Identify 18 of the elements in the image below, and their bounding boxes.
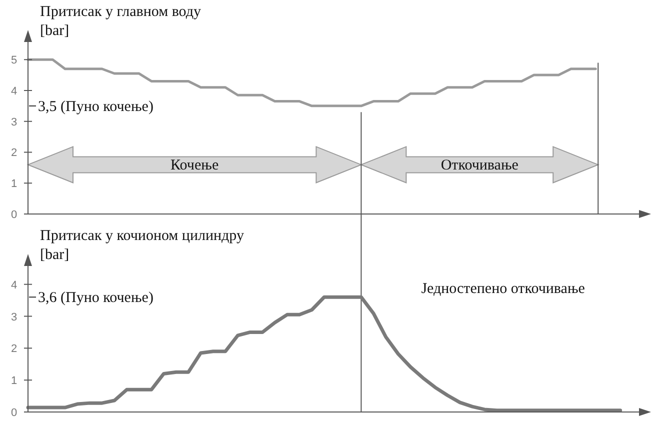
y-tick-label: 4 [10, 279, 18, 292]
y-tick-label: 0 [10, 209, 18, 221]
y-tick-label: 4 [10, 85, 18, 98]
annotation: Откочивање [440, 158, 519, 174]
annotation: Кочење [170, 158, 219, 174]
y-tick-label: 1 [10, 375, 18, 388]
y-tick-label: 2 [10, 147, 18, 160]
annotation: Једностепено откочивање [421, 281, 586, 297]
y-tick-label: 5 [10, 54, 18, 67]
y-tick-label: 0 [10, 407, 18, 419]
annotation: 3,6 (Пуно кочење) [38, 290, 154, 306]
annotation: 3,5 (Пуно кочење) [38, 98, 154, 115]
y-tick-label: 2 [10, 343, 18, 356]
y-tick-label: 3 [10, 116, 18, 128]
y-axis-title: Притисак у главном воду [bar] [40, 4, 202, 39]
y-tick-label: 1 [10, 178, 18, 190]
y-tick-label: 3 [10, 311, 18, 324]
y-axis-title: Притисак у кочионом цилиндру [bar] [40, 228, 244, 263]
